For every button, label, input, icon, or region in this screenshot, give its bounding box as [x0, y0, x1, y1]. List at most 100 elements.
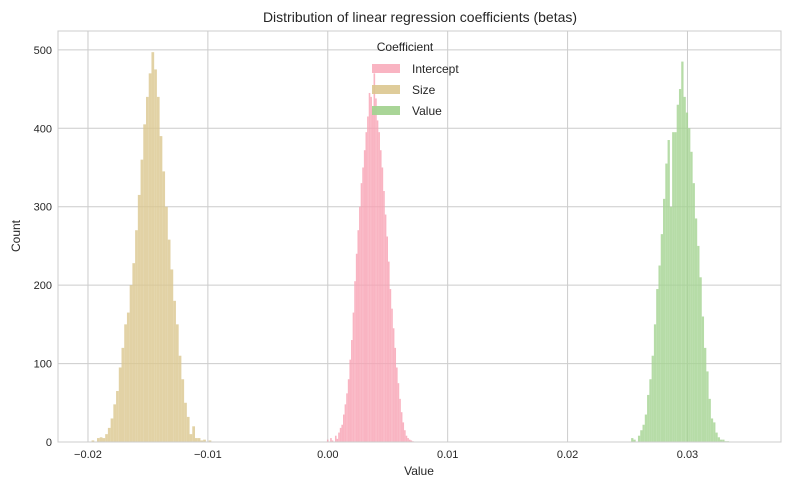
histogram-bar: [363, 150, 366, 442]
legend-entry-size: Size: [372, 83, 436, 97]
series-value: [631, 61, 730, 443]
histogram-bar: [173, 300, 176, 442]
histogram-bar: [381, 167, 384, 442]
histogram-bar: [343, 414, 345, 442]
histogram-bar: [669, 206, 673, 442]
histogram-bar: [341, 424, 344, 442]
legend-entry-intercept: Intercept: [372, 62, 459, 76]
histogram-bar: [394, 347, 397, 442]
plot-frame: [57, 30, 782, 443]
histogram-bar: [408, 439, 411, 442]
histogram-bar: [118, 367, 122, 442]
legend-entry-value: Value: [372, 104, 442, 118]
histogram-bar: [667, 140, 670, 442]
histogram-bar: [105, 434, 108, 442]
legend-label-value: Value: [412, 104, 442, 118]
histogram-bar: [129, 285, 133, 442]
histogram-bar: [715, 432, 718, 442]
histogram-bar: [386, 236, 388, 442]
histogram-bar: [396, 367, 398, 442]
histogram-bar: [672, 132, 675, 442]
x-tick-label: −0.01: [194, 449, 222, 461]
histogram-bar: [371, 108, 374, 443]
histogram-bar: [352, 312, 355, 442]
histogram-bar: [146, 96, 149, 442]
histogram-bar: [399, 398, 401, 442]
histogram-bar: [699, 277, 702, 442]
x-axis-ticks: −0.02 −0.01 0.00 0.01 0.02 0.03: [74, 449, 698, 461]
histogram-bar: [203, 439, 206, 442]
histogram-bar: [338, 432, 340, 442]
histogram-bar: [154, 69, 157, 443]
histogram-bar: [708, 398, 711, 442]
histogram-bar: [137, 194, 141, 442]
histogram-bar: [710, 418, 714, 442]
histogram-bar: [175, 324, 179, 442]
histogram-bar: [392, 328, 395, 442]
histogram-bar: [194, 438, 198, 442]
histogram-bar: [631, 438, 634, 442]
histogram-bar: [347, 379, 350, 442]
histogram-bar: [334, 435, 337, 442]
histogram-bar: [181, 379, 185, 442]
histogram-bar: [346, 393, 348, 442]
histogram-bar: [165, 206, 168, 442]
histogram-bar: [637, 435, 641, 442]
x-axis-label: Value: [404, 464, 434, 478]
histogram-bar: [140, 159, 144, 442]
legend-swatch-intercept: [372, 64, 400, 73]
histogram-bar: [706, 371, 709, 442]
histogram-bar: [116, 391, 119, 442]
histogram-bar: [192, 426, 195, 442]
histogram-bar: [678, 89, 682, 442]
histogram-bar: [132, 263, 136, 442]
histogram-bar: [354, 281, 356, 442]
histogram-bar: [126, 312, 130, 442]
histogram-bar: [660, 234, 664, 442]
legend: Coefficient Intercept Size Value: [372, 40, 459, 118]
histogram-bar: [640, 430, 643, 442]
histogram-bar: [344, 404, 347, 442]
histogram-bar: [647, 394, 650, 442]
histogram-bar: [405, 435, 408, 442]
histogram-bar: [642, 424, 645, 442]
histogram-bar: [389, 289, 392, 442]
histogram-bar: [148, 73, 152, 442]
histogram-bar: [692, 183, 695, 442]
histogram-bar: [91, 440, 95, 442]
histogram-bar: [102, 438, 106, 442]
histogram-bar: [367, 116, 369, 443]
histogram-bar: [407, 438, 409, 442]
histogram-bar: [656, 289, 659, 442]
legend-swatch-size: [372, 85, 400, 94]
histogram-bar: [368, 92, 371, 442]
legend-title: Coefficient: [377, 40, 434, 54]
histogram-bar: [121, 347, 125, 442]
histogram-bar: [633, 439, 636, 442]
histogram-bar: [410, 440, 413, 442]
legend-label-intercept: Intercept: [412, 62, 459, 76]
histogram-bar: [159, 136, 163, 442]
histogram-bar: [349, 359, 352, 442]
series-intercept: [326, 73, 414, 443]
legend-label-size: Size: [412, 83, 436, 97]
histogram-bar: [674, 132, 677, 442]
histogram-bar: [124, 324, 127, 442]
histogram-bar: [373, 73, 376, 442]
histogram-bar: [197, 438, 201, 442]
histogram-bar: [339, 427, 342, 442]
histogram-bar: [717, 437, 720, 442]
histogram-bar: [208, 440, 212, 442]
histogram-bar: [336, 438, 339, 442]
x-tick-label: 0.02: [557, 449, 578, 461]
histogram-bar: [713, 422, 716, 442]
y-tick-label: 300: [34, 202, 52, 214]
histogram-bar: [397, 383, 400, 442]
x-tick-label: −0.02: [74, 449, 102, 461]
histogram-bar: [694, 218, 698, 442]
histogram-bar: [676, 104, 679, 442]
histogram-bar: [665, 163, 668, 442]
histogram-bar: [400, 412, 403, 442]
histogram-bar: [376, 120, 379, 443]
histogram-bar: [326, 439, 329, 442]
